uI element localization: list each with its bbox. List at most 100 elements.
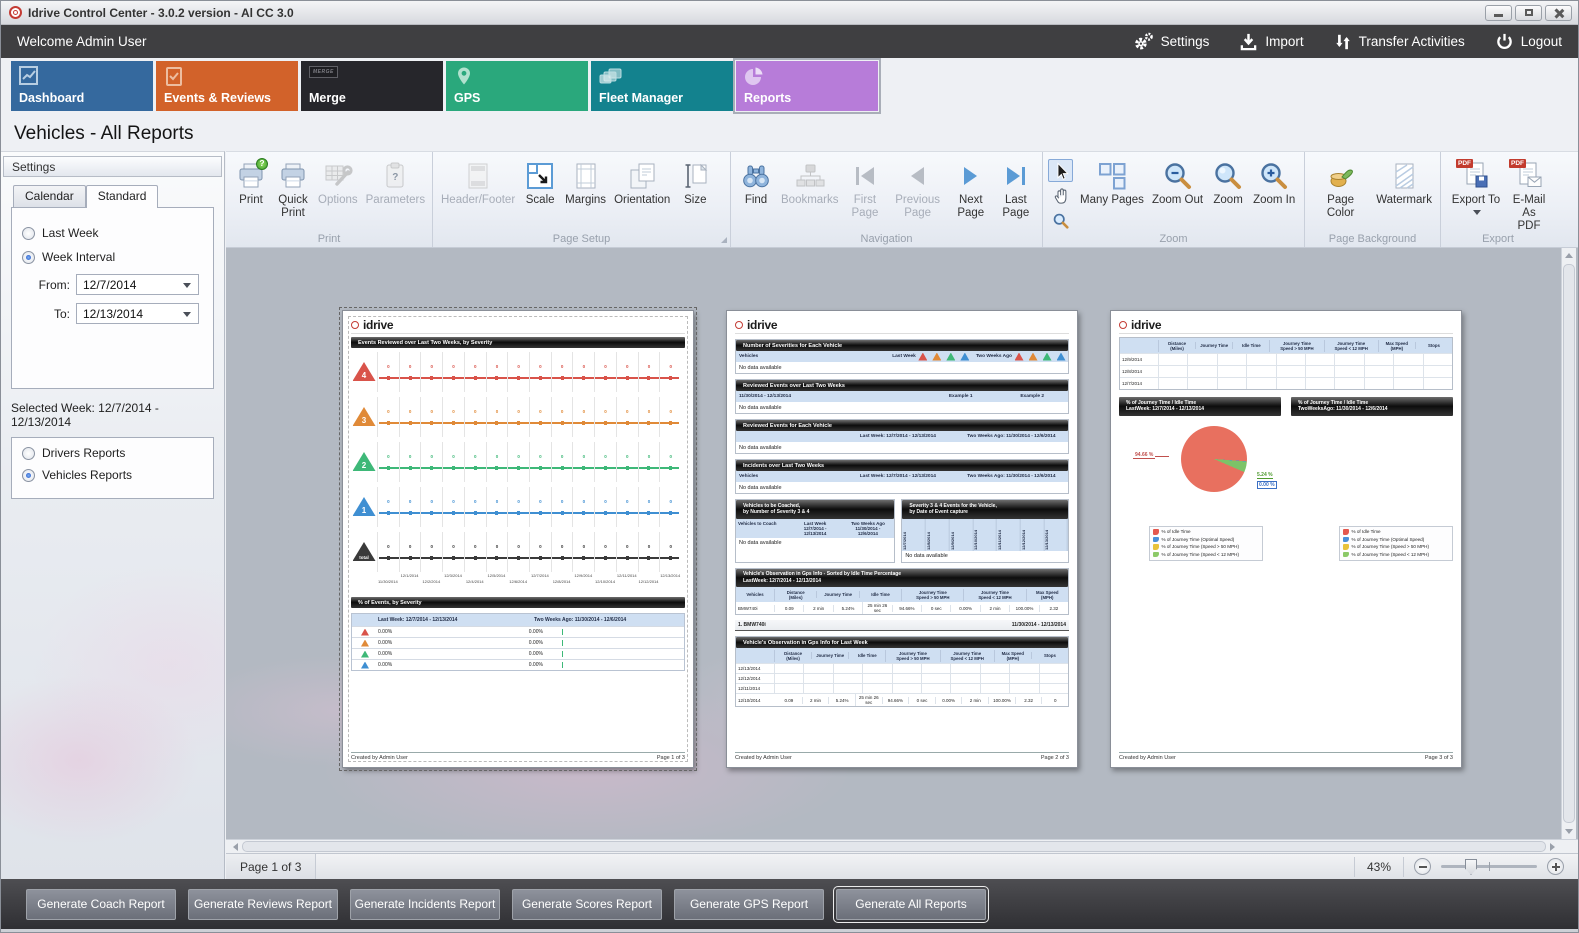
export-to-button[interactable]: PDF Export To xyxy=(1446,157,1506,223)
logout-button[interactable]: Logout xyxy=(1495,32,1562,52)
zoom-out-button[interactable]: Zoom Out xyxy=(1149,157,1206,210)
zoom-tool-button[interactable] xyxy=(1048,209,1073,232)
report-pages: idrive Events Reviewed over Last Two Wee… xyxy=(226,248,1578,771)
maximize-button[interactable] xyxy=(1515,4,1542,21)
tab-gps[interactable]: GPS xyxy=(446,61,588,111)
tab-events-reviews[interactable]: Events & Reviews xyxy=(156,61,298,111)
hand-tool-button[interactable] xyxy=(1048,184,1073,207)
first-page-button[interactable]: First Page xyxy=(844,157,887,223)
previous-page-button[interactable]: Previous Page xyxy=(888,157,947,223)
date-tick-label: 12/9/2014 xyxy=(574,573,593,578)
timeline-tick: 0 xyxy=(572,486,594,527)
radio-drivers-reports[interactable]: Drivers Reports xyxy=(22,446,203,460)
timeline-tick: 0 xyxy=(420,351,442,392)
from-date-select[interactable]: 12/7/2014 xyxy=(76,274,199,295)
settings-button[interactable]: Settings xyxy=(1132,32,1209,52)
zoom-slider-thumb[interactable] xyxy=(1465,859,1477,875)
pointer-tool-button[interactable] xyxy=(1048,159,1073,182)
gps-table-row: BMW740i 0.09 2 min 5.24% 25 min 26 sec 94.66%… xyxy=(736,602,1068,614)
header-cell: Stops xyxy=(1414,342,1452,349)
page-color-button[interactable]: Page Color xyxy=(1310,157,1371,223)
legend-item: % of Idle Time xyxy=(1343,528,1449,536)
tab-calendar[interactable]: Calendar xyxy=(13,185,86,207)
margins-button[interactable]: Margins xyxy=(562,157,609,210)
zoom-out-button[interactable] xyxy=(1414,858,1431,875)
zoom-in-button[interactable]: Zoom In xyxy=(1250,157,1298,210)
tab-reports[interactable]: Reports xyxy=(733,58,881,114)
header-footer-button[interactable]: Header/Footer xyxy=(438,157,518,210)
radio-week-interval[interactable]: Week Interval xyxy=(22,250,203,264)
orientation-button[interactable]: Orientation xyxy=(611,157,673,210)
tab-standard[interactable]: Standard xyxy=(85,185,159,208)
many-pages-button[interactable]: Many Pages xyxy=(1077,157,1147,210)
import-button[interactable]: Import xyxy=(1239,32,1304,52)
options-button[interactable]: Options xyxy=(315,157,361,210)
cell: 2 min xyxy=(979,604,1009,612)
no-data-text: No data available xyxy=(902,550,1068,562)
report-page-2[interactable]: idrive Number of Severities for Each Veh… xyxy=(726,310,1078,768)
vertical-scroll-thumb[interactable] xyxy=(1563,264,1575,823)
generate-reviews-report-button[interactable]: Generate Reviews Report xyxy=(188,888,338,920)
scroll-down-arrow[interactable] xyxy=(1562,825,1576,839)
row-values: 0.09 2 min 5.24% 25 min 26 sec 94.66% 0 sec 0.… xyxy=(774,694,1068,706)
horizontal-scrollbar[interactable] xyxy=(226,839,1578,853)
find-button[interactable]: Find xyxy=(736,157,776,210)
scroll-right-arrow[interactable] xyxy=(1546,840,1560,853)
table-header: Last Week: 12/7/2014 - 12/13/2014 Two We… xyxy=(352,614,684,626)
watermark-button[interactable]: Watermark xyxy=(1373,157,1435,210)
section-severities: Number of Severities for Each Vehicle Ve… xyxy=(735,339,1069,374)
radio-last-week[interactable]: Last Week xyxy=(22,226,203,240)
scroll-up-arrow[interactable] xyxy=(1562,248,1576,262)
size-button[interactable]: Size xyxy=(675,157,715,210)
pie-label-optimal: 0.00 % xyxy=(1257,480,1277,489)
quick-print-button[interactable]: Quick Print xyxy=(273,157,313,223)
timeline-tick: 0 xyxy=(507,531,529,572)
last-page-button[interactable]: Last Page xyxy=(995,157,1037,223)
report-logo: idrive xyxy=(351,318,685,334)
report-page-1[interactable]: idrive Events Reviewed over Last Two Wee… xyxy=(339,307,697,771)
report-page-3[interactable]: idrive Distance (Miles) Journey Time Idle … xyxy=(1110,310,1462,768)
tab-merge[interactable]: MERGE Merge xyxy=(301,61,443,111)
zoom-slider[interactable] xyxy=(1441,859,1537,875)
horizontal-scroll-thumb[interactable] xyxy=(242,841,1546,852)
tab-dashboard[interactable]: Dashboard xyxy=(11,61,153,111)
report-banner: Events Reviewed over Last Two Weeks, by … xyxy=(351,337,685,348)
vertical-scrollbar[interactable] xyxy=(1561,248,1576,839)
legend-item: % of Journey Time (Speed > 50 MPH) xyxy=(1343,543,1449,551)
many-pages-label: Many Pages xyxy=(1080,194,1144,206)
severity-2-icon xyxy=(1042,352,1052,361)
generate-scores-report-button[interactable]: Generate Scores Report xyxy=(512,888,662,920)
timeline-tick: 0 xyxy=(572,531,594,572)
zoom-in-button[interactable] xyxy=(1547,858,1564,875)
generate-all-reports-button[interactable]: Generate All Reports xyxy=(833,885,989,923)
next-page-button[interactable]: Next Page xyxy=(949,157,993,223)
minimize-button[interactable] xyxy=(1485,4,1512,21)
to-date-select[interactable]: 12/13/2014 xyxy=(76,303,199,324)
pdf-badge-icon: PDF xyxy=(1508,159,1526,169)
scale-button[interactable]: Scale xyxy=(520,157,560,210)
zoom-button[interactable]: Zoom xyxy=(1208,157,1248,210)
scroll-left-arrow[interactable] xyxy=(228,840,242,853)
generate-coach-report-button[interactable]: Generate Coach Report xyxy=(26,888,176,920)
first-page-label: First Page xyxy=(851,194,879,219)
group-expand-icon[interactable] xyxy=(721,237,727,243)
legend-item: % of Journey Time (Speed > 50 MPH) xyxy=(1153,543,1259,551)
parameters-button[interactable]: ? Parameters xyxy=(363,157,428,210)
tab-fleet-manager[interactable]: Fleet Manager xyxy=(591,61,733,111)
generate-gps-report-button[interactable]: Generate GPS Report xyxy=(674,888,824,920)
print-button[interactable]: ? Print xyxy=(231,157,271,210)
timeline-tick: 0 xyxy=(442,396,464,437)
bookmarks-button[interactable]: Bookmarks xyxy=(778,157,842,210)
transfer-activities-button[interactable]: Transfer Activities xyxy=(1334,32,1465,52)
cell: 94.66% xyxy=(881,696,909,704)
email-as-pdf-button[interactable]: PDF E-Mail As PDF xyxy=(1508,157,1550,236)
print-preview-canvas[interactable]: idrive Events Reviewed over Last Two Wee… xyxy=(226,248,1578,839)
pie-label-idle: 94.66 % xyxy=(1133,451,1170,459)
generate-incidents-report-button[interactable]: Generate Incidents Report xyxy=(350,888,500,920)
close-button[interactable] xyxy=(1545,4,1572,21)
radio-vehicles-reports[interactable]: Vehicles Reports xyxy=(22,468,203,482)
no-data-text: No data available xyxy=(736,482,1068,493)
zoom-lens-icon xyxy=(1211,160,1245,192)
timeline-tick: 0 xyxy=(594,441,616,482)
zoom-controls: 43% xyxy=(1353,856,1578,877)
